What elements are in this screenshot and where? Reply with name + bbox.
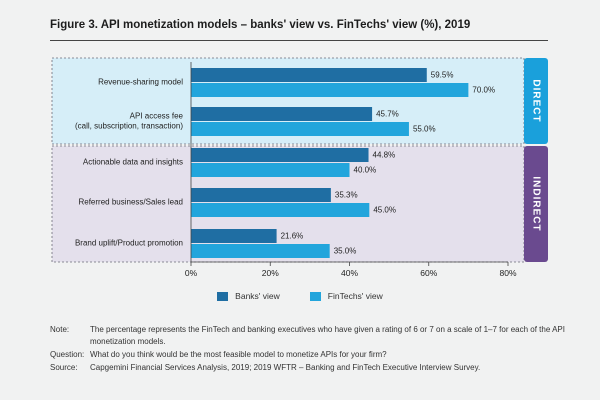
- data-label: 21.6%: [281, 232, 304, 241]
- bar-chart: DIRECT INDIRECT 59.5% 70.0% Revenue-sharing …: [51, 57, 548, 278]
- title-divider: [50, 40, 548, 41]
- legend-item-fintechs: FinTechs' view: [309, 291, 383, 301]
- source-label: Source:: [50, 363, 78, 372]
- legend-item-banks: Banks' view: [217, 291, 280, 301]
- source-row: Source: Capgemini Financial Services Ana…: [50, 362, 570, 374]
- bar-banks: [191, 229, 277, 243]
- question-label: Question:: [50, 350, 85, 359]
- data-label: 59.5%: [431, 71, 454, 80]
- category-label: Referred business/Sales lead: [78, 198, 183, 207]
- source-text: Capgemini Financial Services Analysis, 2…: [90, 363, 481, 372]
- legend-swatch-fintechs: [309, 291, 321, 301]
- data-label: 70.0%: [472, 86, 495, 95]
- note-text: The percentage represents the FinTech an…: [90, 325, 565, 346]
- group-tab-direct: [524, 58, 548, 144]
- group-label: DIRECT: [530, 79, 541, 122]
- note-label: Note:: [50, 325, 70, 334]
- x-tick-label: 60%: [420, 268, 437, 278]
- bar-fintechs: [191, 244, 330, 258]
- data-label: 44.8%: [373, 151, 396, 160]
- legend-label-banks: Banks' view: [235, 291, 280, 301]
- data-label: 45.0%: [373, 206, 396, 215]
- data-label: 55.0%: [413, 125, 436, 134]
- group-label: INDIRECT: [530, 176, 541, 231]
- question-row: Question: What do you think would be the…: [50, 349, 570, 361]
- x-tick-label: 80%: [499, 268, 516, 278]
- figure-notes: Note: The percentage represents the FinT…: [50, 324, 570, 375]
- bar-fintechs: [191, 83, 469, 97]
- chart-legend: Banks' view FinTechs' view: [0, 291, 600, 301]
- category-label: (call, subscription, transaction): [75, 122, 183, 131]
- figure-title: Figure 3. API monetization models – bank…: [50, 19, 471, 31]
- legend-swatch-banks: [217, 291, 229, 301]
- x-tick-label: 20%: [262, 268, 279, 278]
- bar-banks: [191, 107, 373, 121]
- data-label: 35.0%: [334, 247, 357, 256]
- bar-fintechs: [191, 163, 350, 177]
- bar-banks: [191, 188, 331, 202]
- group-tab-indirect: [524, 146, 548, 262]
- category-label: Revenue-sharing model: [98, 78, 183, 87]
- legend-label-fintechs: FinTechs' view: [327, 291, 383, 301]
- data-label: 35.3%: [335, 191, 358, 200]
- category-label: Brand uplift/Product promotion: [75, 239, 183, 248]
- data-label: 45.7%: [376, 110, 399, 119]
- data-label: 40.0%: [354, 166, 377, 175]
- question-text: What do you think would be the most feas…: [90, 350, 387, 359]
- x-tick-label: 0%: [185, 268, 198, 278]
- category-label: API access fee: [130, 112, 184, 121]
- bar-fintechs: [191, 122, 409, 136]
- note-row: Note: The percentage represents the FinT…: [50, 324, 570, 348]
- bar-banks: [191, 68, 427, 82]
- x-tick-label: 40%: [341, 268, 358, 278]
- bar-banks: [191, 148, 369, 162]
- category-label: Actionable data and insights: [83, 158, 183, 167]
- bar-fintechs: [191, 203, 370, 217]
